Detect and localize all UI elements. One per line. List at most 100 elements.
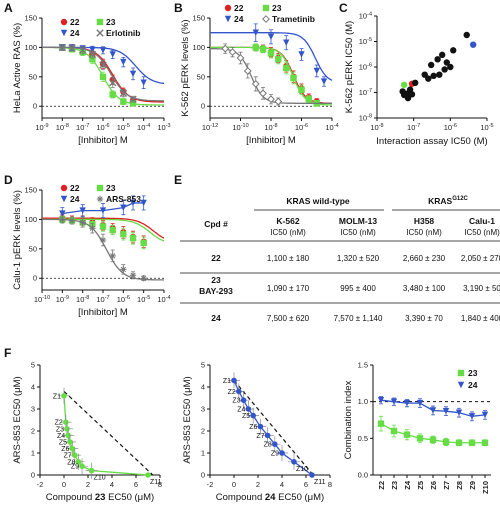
- x-tick-label: 10-9: [35, 123, 48, 132]
- y-axis-title: ARS-853 EC50 (μM): [182, 376, 193, 463]
- legend-label-Trametinib: Trametinib: [272, 14, 315, 24]
- data-point: [109, 51, 116, 58]
- data-point: [252, 44, 259, 51]
- y-tick-label: 150: [192, 14, 205, 23]
- y-tick-label: 150: [24, 186, 37, 195]
- legend-marker-22: [60, 184, 68, 192]
- data-point: [109, 252, 116, 260]
- scatter-point: [411, 79, 419, 87]
- isobole-point: [240, 397, 247, 403]
- isobole-line: [233, 380, 313, 476]
- isobole-point: [279, 450, 285, 456]
- x-tick-label: Z6: [429, 481, 438, 490]
- point-label: Z4: [237, 407, 245, 414]
- x-tick-label: 0: [232, 480, 236, 489]
- legend-label-22: 22: [70, 17, 80, 27]
- y-tick-label: 2: [201, 427, 205, 436]
- y-tick-label: 0: [201, 471, 205, 480]
- data-point: [274, 97, 283, 106]
- x-tick-label: 10-7: [96, 295, 109, 304]
- row-cpd: 24: [211, 313, 221, 323]
- legend-label-23: 23: [468, 368, 478, 378]
- point-label: Z6: [61, 446, 69, 453]
- data-point: [99, 207, 107, 214]
- scatter-point: [404, 94, 412, 102]
- data-point: [140, 199, 147, 207]
- panel-letter: F: [4, 346, 11, 360]
- data-point: [236, 54, 245, 62]
- y-tick-label: 10-8: [359, 114, 372, 123]
- x-tick-label: Z8: [455, 481, 464, 490]
- table-cell: 2,660 ± 230: [403, 254, 446, 263]
- legend-label-22: 22: [70, 183, 80, 193]
- y-axis-title: Combination index: [343, 380, 354, 459]
- legend-marker-Erlotinib: [96, 29, 104, 37]
- data-point: [68, 217, 76, 224]
- x-tick-label: 10-8: [370, 123, 383, 132]
- isobole-point: [65, 432, 71, 439]
- y-tick-label: 5: [201, 361, 205, 370]
- y-tick-label: 100: [192, 43, 205, 52]
- data-point: [298, 86, 305, 93]
- legend-marker-23: [96, 184, 104, 192]
- scatter-point: [450, 47, 457, 54]
- isobole-point: [236, 388, 242, 395]
- scatter-point: [400, 81, 408, 89]
- data-point: [129, 95, 137, 103]
- x-tick-label: Z10: [481, 481, 490, 494]
- data-point: [267, 95, 275, 104]
- y-tick-label: 0: [201, 102, 205, 111]
- series-ARS-853: [42, 215, 165, 282]
- legend-label-ARS-853: ARS-853: [106, 194, 141, 204]
- scatter-point: [441, 66, 448, 73]
- scatter-point: [427, 61, 435, 69]
- x-tick-label: 10-5: [137, 295, 150, 304]
- data-point: [313, 67, 320, 75]
- x-tick-label: -2: [207, 480, 214, 489]
- x-tick-label: Z9: [468, 481, 477, 490]
- x-axis-title: Compound 24 EC50 (μM): [216, 492, 324, 503]
- series-24: [210, 23, 333, 87]
- data-point: [390, 398, 398, 405]
- y-tick-label: 3: [31, 405, 35, 414]
- y-tick-label: 1.0: [358, 397, 368, 406]
- x-tick-label: 10-4: [325, 123, 338, 132]
- data-point: [228, 48, 237, 57]
- table-cell: 3,390 ± 70: [405, 314, 443, 323]
- scatter-point: [430, 72, 437, 80]
- header-kras-g12c: KRASG12C: [428, 196, 468, 206]
- data-point: [283, 64, 290, 72]
- data-point: [140, 239, 147, 247]
- point-label: Z10: [296, 466, 308, 473]
- legend-label-23: 23: [106, 17, 116, 27]
- isobole-point: [309, 472, 315, 478]
- table-cell: 1,090 ± 170: [267, 284, 310, 293]
- data-point: [89, 55, 96, 63]
- data-point: [99, 223, 107, 230]
- x-tick-label: 10-5: [117, 123, 130, 132]
- point-label: Z1: [53, 393, 61, 400]
- data-point: [78, 46, 87, 55]
- panel-letter: E: [174, 173, 182, 187]
- x-tick-label: 10-9: [56, 295, 69, 304]
- point-label: Z8: [67, 459, 75, 466]
- data-point: [377, 397, 385, 404]
- data-point: [481, 439, 489, 446]
- column-unit: IC50 (nM): [270, 228, 306, 237]
- x-tick-label: 10-7: [407, 123, 420, 132]
- legend-marker-24: [60, 29, 68, 37]
- data-point: [99, 47, 107, 54]
- data-point: [267, 50, 275, 57]
- data-point: [429, 436, 437, 443]
- y-tick-label: 3: [201, 405, 205, 414]
- legend-label-23: 23: [272, 3, 282, 13]
- isobole-point: [75, 459, 82, 465]
- data-point: [377, 420, 385, 427]
- x-tick-label: 10-6: [96, 123, 109, 132]
- point-label: Z11: [314, 479, 326, 486]
- data-point: [120, 266, 127, 273]
- data-point: [455, 439, 463, 446]
- panel-b-chart: B 0 50 100 150 10-12 10-10 10-8 10-6 10-4 [Inhibit…: [174, 1, 339, 146]
- y-tick-label: 0: [33, 274, 37, 283]
